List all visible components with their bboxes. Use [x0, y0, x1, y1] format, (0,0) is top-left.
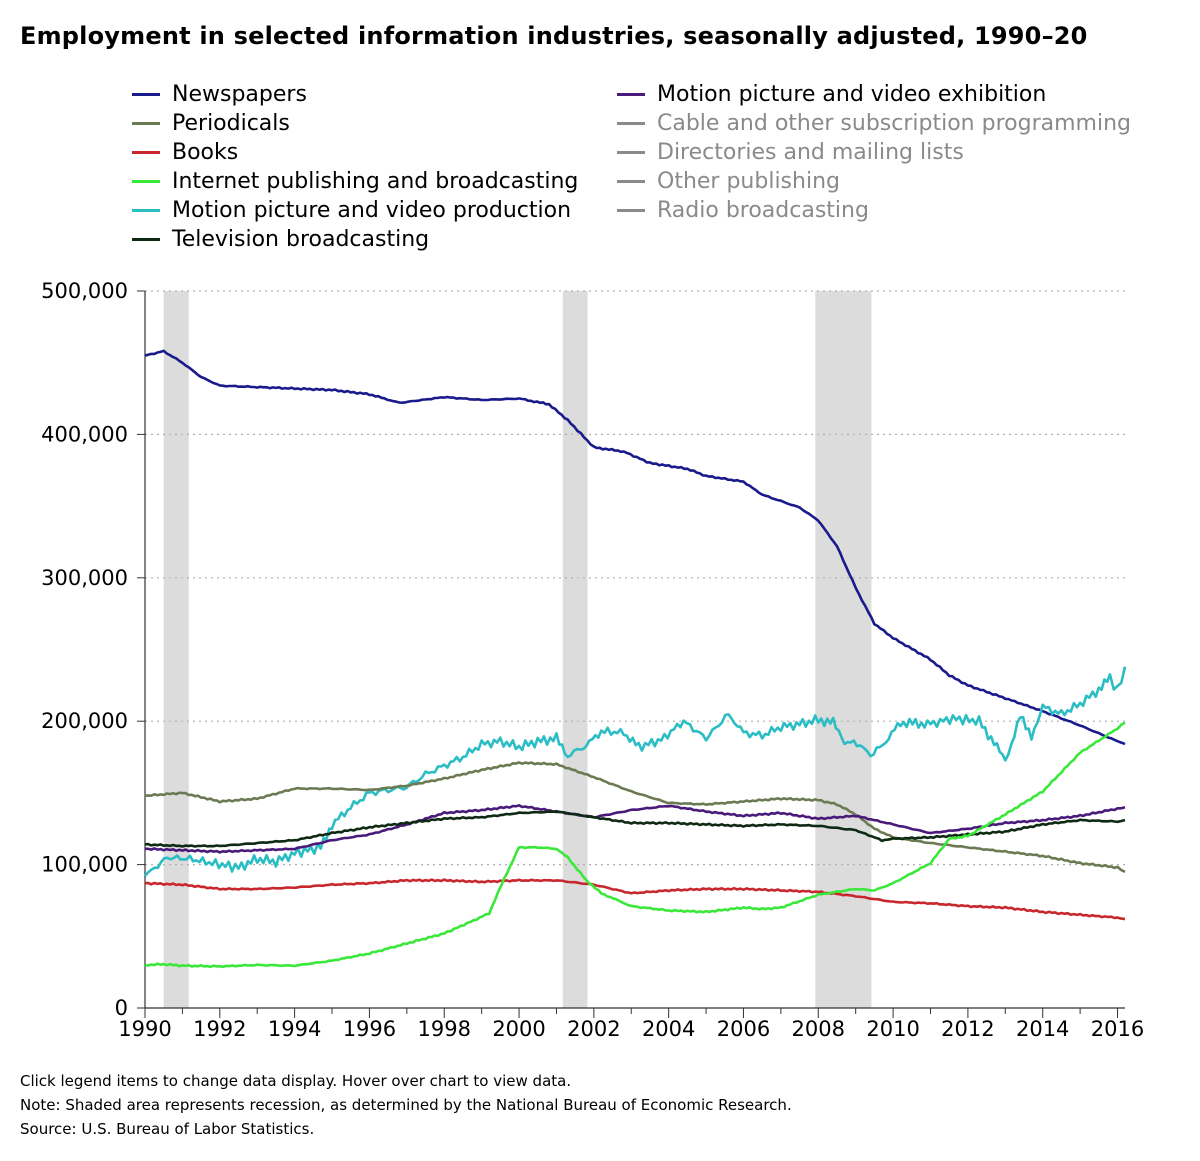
source-note: Source: U.S. Bureau of Labor Statistics.: [20, 1120, 315, 1138]
legend-swatch: [617, 122, 645, 125]
recession-band-1: [562, 291, 588, 1008]
legend-item-right-0[interactable]: Motion picture and video exhibition: [617, 80, 1131, 109]
series-lines: [143, 349, 1127, 969]
legend-item-right-4[interactable]: Radio broadcasting: [617, 196, 1131, 225]
y-tick-label: 200,000: [41, 709, 128, 733]
series-line-6: [144, 721, 1126, 969]
legend-swatch: [617, 93, 645, 96]
legend-swatch: [132, 209, 160, 212]
legend-label: Newspapers: [172, 82, 307, 107]
y-tick-label: 400,000: [41, 422, 128, 446]
line-chart[interactable]: 0 100,000 200,000 300,000 400,000 500,000 1990…: [0, 0, 1200, 1060]
x-tick-label: 2010: [866, 1017, 919, 1041]
x-tick-label: 2008: [792, 1017, 845, 1041]
recession-note: Note: Shaded area represents recession, …: [20, 1096, 792, 1114]
x-tick-label: 2012: [941, 1017, 994, 1041]
legend-label: Books: [172, 140, 239, 165]
x-tick-label: 2016: [1091, 1017, 1144, 1041]
x-tick-label: 1994: [268, 1017, 321, 1041]
y-tick-label: 0: [115, 996, 128, 1020]
legend-swatch: [617, 180, 645, 183]
recession-band-2: [815, 291, 872, 1008]
series-line-2: [144, 761, 1126, 873]
axes: 0 100,000 200,000 300,000 400,000 500,000 1990…: [41, 279, 1144, 1041]
series-line-5: [144, 878, 1126, 921]
legend-label: Television broadcasting: [172, 227, 430, 252]
legend-label: Directories and mailing lists: [657, 140, 964, 165]
legend-label: Internet publishing and broadcasting: [172, 169, 579, 194]
legend-label: Radio broadcasting: [657, 198, 869, 223]
gridlines: [145, 290, 1125, 866]
legend-swatch: [617, 209, 645, 212]
legend-swatch: [132, 93, 160, 96]
legend-item-left-2[interactable]: Books: [132, 138, 578, 167]
legend-item-left-0[interactable]: Newspapers: [132, 80, 578, 109]
series-line-1: [143, 666, 1127, 877]
recession-band-0: [163, 291, 189, 1008]
legend-item-right-2[interactable]: Directories and mailing lists: [617, 138, 1131, 167]
legend-swatch: [132, 122, 160, 125]
chart-title: Employment in selected information indus…: [20, 22, 1088, 50]
instruction-note: Click legend items to change data displa…: [20, 1072, 572, 1090]
legend-label: Motion picture and video production: [172, 198, 572, 223]
series-line-3: [145, 804, 1126, 854]
legend-label: Periodicals: [172, 111, 290, 136]
legend-label: Cable and other subscription programming: [657, 111, 1131, 136]
y-tick-label: 100,000: [41, 853, 128, 877]
legend-item-left-5[interactable]: Television broadcasting: [132, 225, 578, 254]
footnotes: Click legend items to change data displa…: [20, 1069, 792, 1141]
legend-item-left-3[interactable]: Internet publishing and broadcasting: [132, 167, 578, 196]
legend-label: Other publishing: [657, 169, 840, 194]
x-tick-label: 2002: [567, 1017, 620, 1041]
recession-bands: [163, 291, 872, 1008]
series-line-0: [144, 349, 1126, 746]
series-line-4: [144, 810, 1126, 848]
legend-swatch: [132, 238, 160, 241]
x-tick-label: 1992: [193, 1017, 246, 1041]
legend-swatch: [132, 180, 160, 183]
x-tick-label: 1990: [118, 1017, 171, 1041]
legend-right-column: Motion picture and video exhibition Cable…: [617, 80, 1131, 225]
y-tick-label: 500,000: [41, 279, 128, 303]
x-tick-label: 1996: [343, 1017, 396, 1041]
x-tick-label: 2006: [717, 1017, 770, 1041]
legend-item-right-3[interactable]: Other publishing: [617, 167, 1131, 196]
legend-swatch: [132, 151, 160, 154]
legend-item-left-1[interactable]: Periodicals: [132, 109, 578, 138]
legend-left-column: Newspapers Periodicals Books Internet publi…: [132, 80, 578, 254]
y-tick-label: 300,000: [41, 566, 128, 590]
x-tick-label: 2014: [1016, 1017, 1069, 1041]
legend-item-right-1[interactable]: Cable and other subscription programming: [617, 109, 1131, 138]
x-tick-label: 2000: [492, 1017, 545, 1041]
x-tick-label: 2004: [642, 1017, 695, 1041]
x-tick-label: 1998: [418, 1017, 471, 1041]
legend-item-left-4[interactable]: Motion picture and video production: [132, 196, 578, 225]
legend-swatch: [617, 151, 645, 154]
legend-label: Motion picture and video exhibition: [657, 82, 1047, 107]
